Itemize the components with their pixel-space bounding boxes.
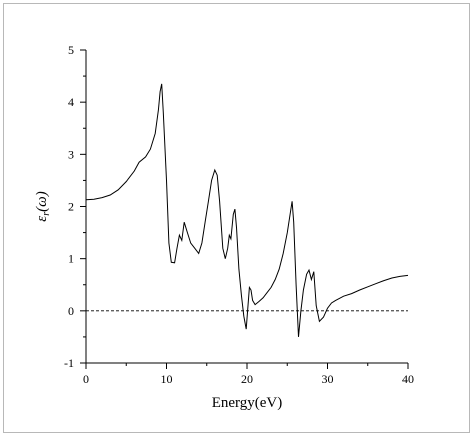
series-line <box>85 83 409 337</box>
y-tick-label: 4 <box>68 95 74 109</box>
y-tick-label: -1 <box>64 356 74 370</box>
y-axis-title-symbol: ε <box>34 216 50 222</box>
x-tick-label: 30 <box>322 372 334 386</box>
y-axis-title-subscript: r <box>41 212 52 216</box>
x-tick-label: 20 <box>241 372 253 386</box>
y-tick-label: 2 <box>68 200 74 214</box>
x-tick-label: 40 <box>402 372 414 386</box>
y-tick-label: 5 <box>68 43 74 57</box>
y-tick-label: 1 <box>68 252 74 266</box>
y-axis-title-argument: (ω) <box>34 191 50 212</box>
y-tick-label: 3 <box>68 147 74 161</box>
y-axis-title: εr(ω) <box>34 191 52 221</box>
chart-frame <box>3 3 470 433</box>
y-tick-label: 0 <box>68 304 74 318</box>
x-tick-label: 10 <box>161 372 173 386</box>
x-axis-title: Energy(eV) <box>212 395 283 411</box>
ticks-layer: -1 0 1 2 3 4 5 0 10 20 30 40 <box>64 43 414 386</box>
x-tick-label: 0 <box>83 372 89 386</box>
